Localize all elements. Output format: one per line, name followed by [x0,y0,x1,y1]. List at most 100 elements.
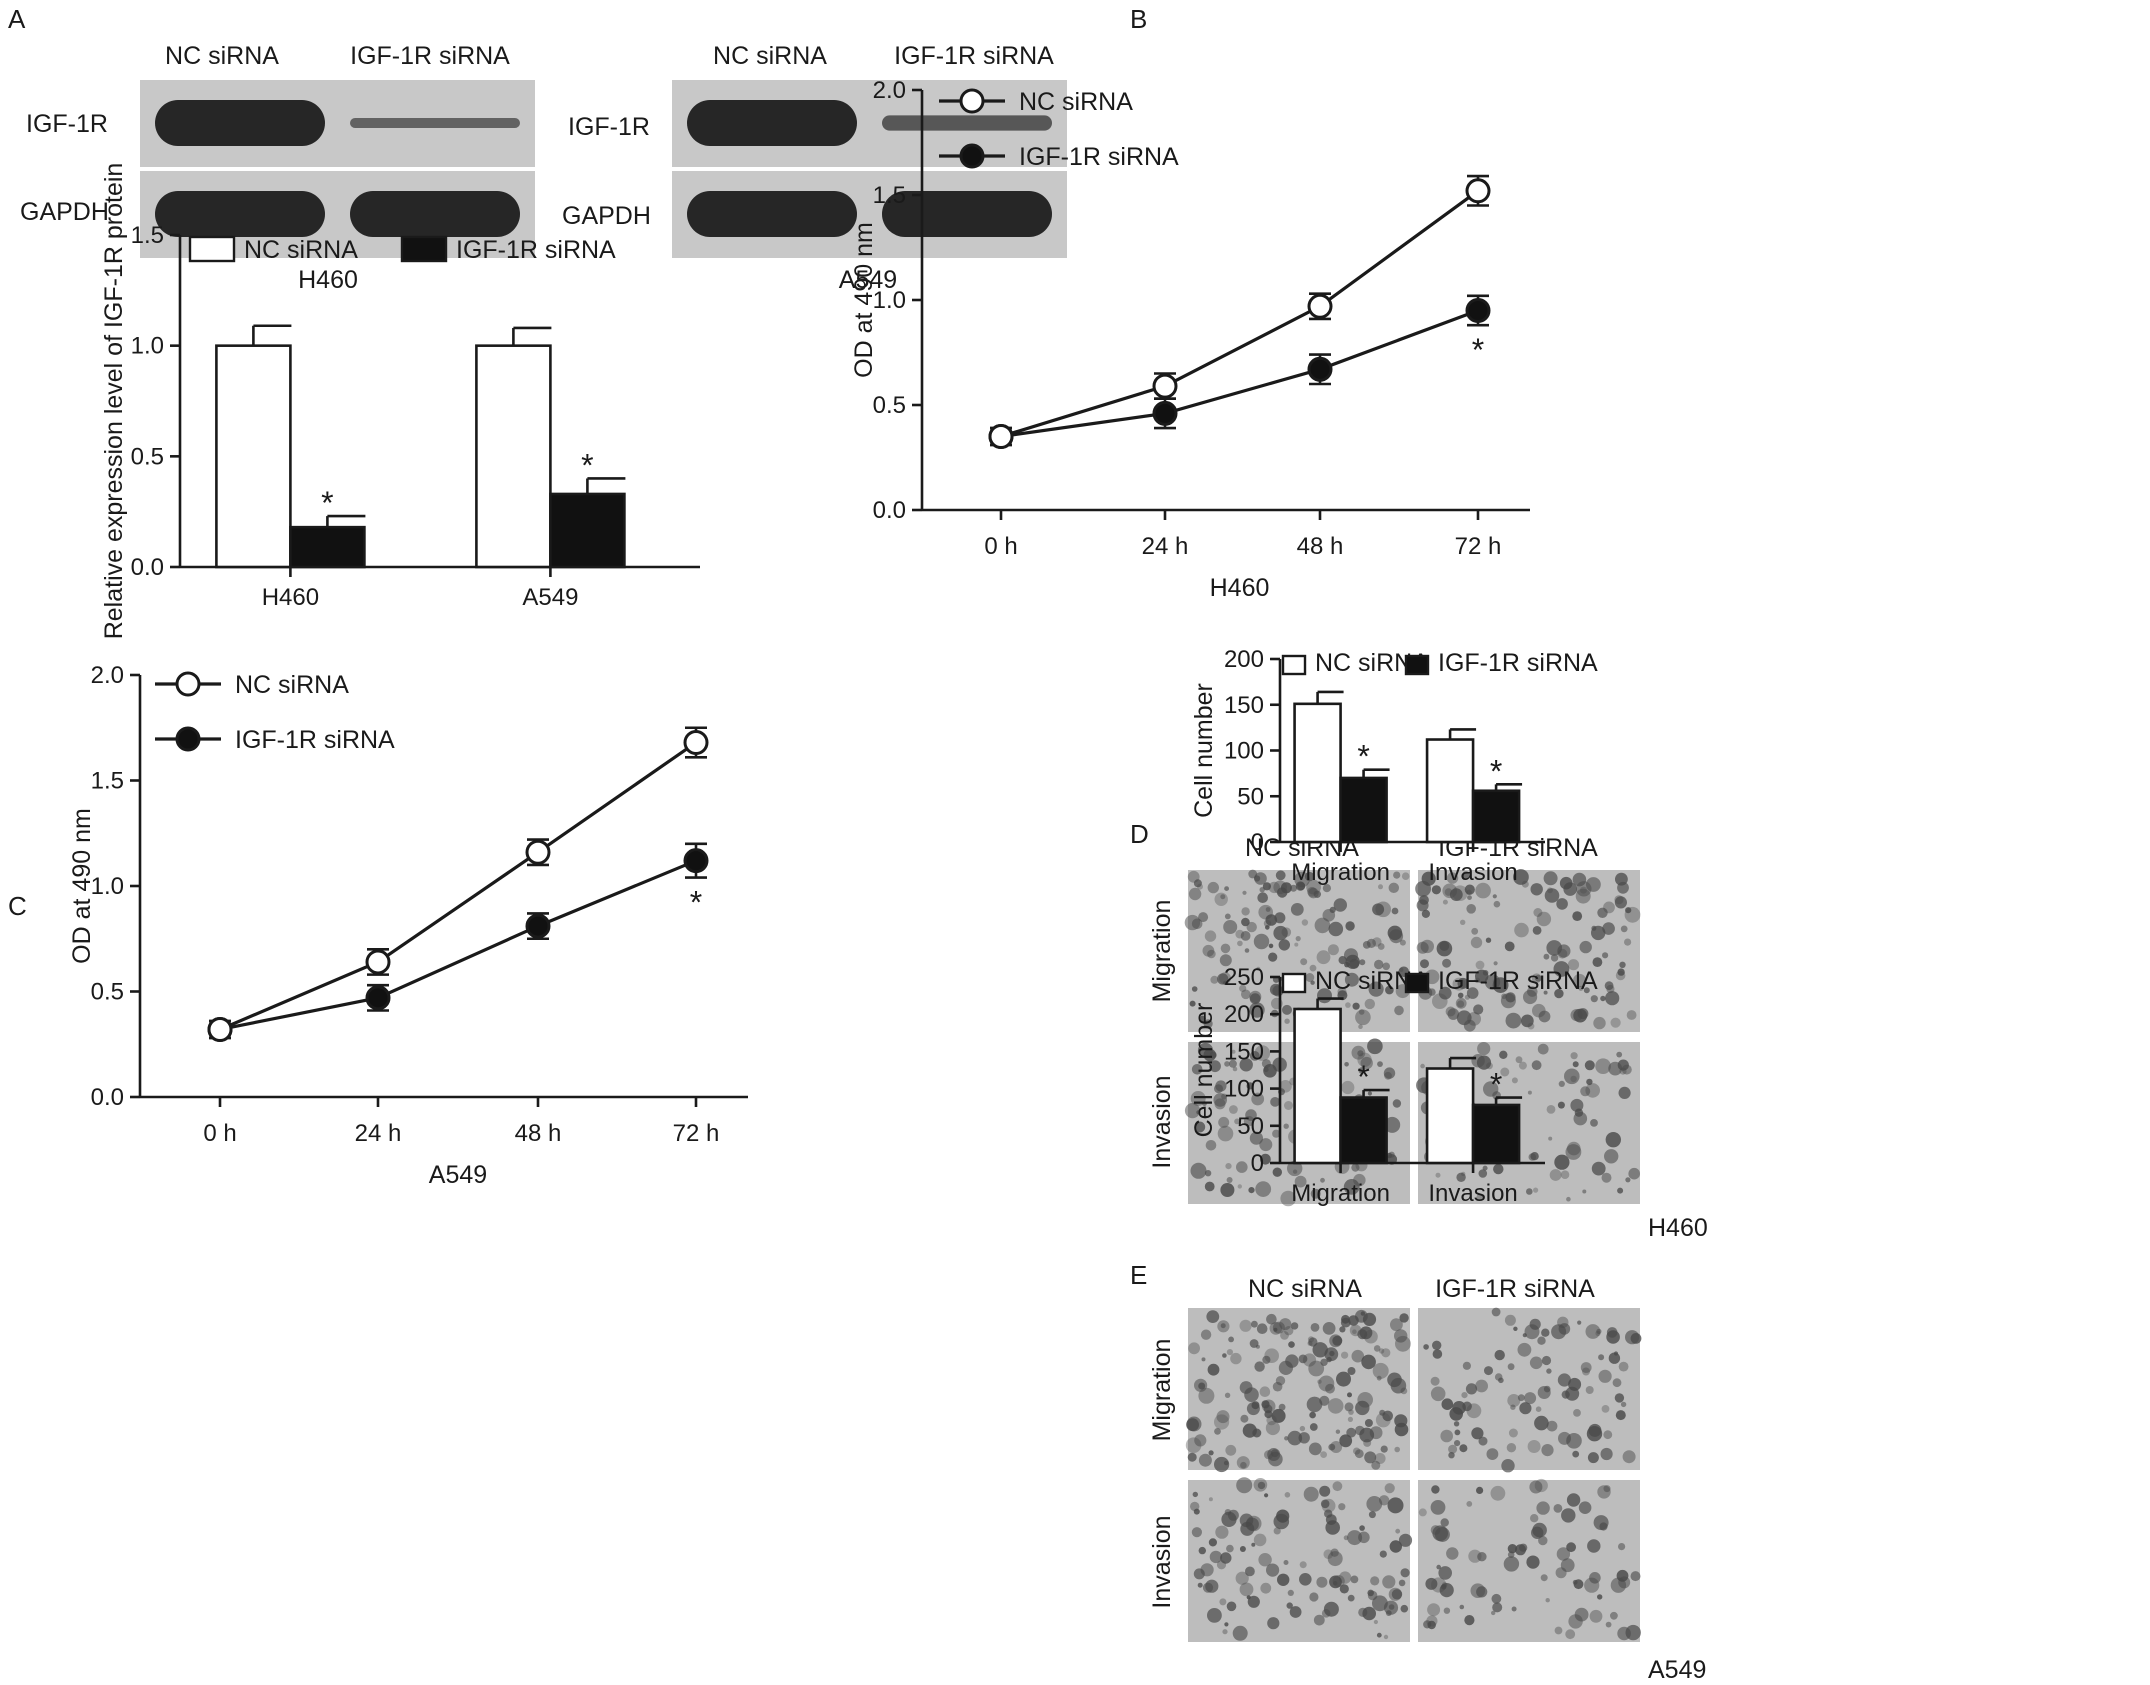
micro-e-cell [1534,1415,1549,1431]
micro-d-cell [1384,1116,1401,1133]
micro-e-cell [1216,1410,1230,1424]
micro-e-cell [1546,1420,1558,1432]
micro-e-cell [1517,1342,1532,1357]
micro-e-cell [1364,1419,1373,1427]
c-line-point-1-2 [365,949,391,975]
micro-e-r1-c1 [1188,1308,1410,1470]
micro-d-cell [1355,1009,1371,1026]
micro-e-cell [1578,1501,1592,1514]
micro-d-cell [1456,1172,1466,1183]
c-line-series-line-2 [219,859,697,1032]
micro-e-cell [1284,1436,1289,1441]
micro-e-cell [1193,1508,1200,1515]
micro-d-cell [1586,1078,1593,1086]
micro-e-cell [1364,1329,1378,1344]
blot-a549-row-label-1: IGF-1R [568,113,650,141]
micro-e-cell [1566,1493,1581,1507]
d-bar-bar-1-1 [1293,702,1342,844]
micro-e-cell [1430,1376,1440,1386]
e-bar-x-tick-label: Migration [1291,1180,1390,1207]
micro-d-cell [1520,1014,1534,1028]
chart-b-line: 0.0 0.5 1.0 1.5 2.0 OD at 490 nm 0 h 24 h 48 h 72… [850,77,1530,602]
micro-e-cell [1612,1378,1622,1388]
micro-e-cell [1325,1520,1340,1535]
micro-e-cell [1323,1601,1339,1617]
micro-d-cell [1484,974,1501,990]
micro-d-cell [1283,1123,1289,1129]
c-line-x-tick-label: 0 h [203,1120,236,1147]
micro-e-cell [1459,1604,1465,1610]
micro-e-cell [1585,1324,1601,1339]
micro-e-cell [1222,1353,1227,1358]
micro-d-cell [1199,1015,1206,1022]
micro-d-cell [1617,881,1629,894]
micro-e-cell [1285,1354,1299,1368]
micro-e-cell [1394,1422,1409,1437]
micro-d-cell [1483,1081,1499,1097]
micro-d-cell [1388,882,1400,893]
micro-d-cell [1610,1017,1621,1028]
c-line-y-tick-label: 1.0 [91,873,124,900]
micro-e-cell [1438,1566,1452,1580]
micro-d-cell [1392,1099,1402,1108]
micro-d-cell [1372,903,1385,916]
micro-d-cell [1345,1002,1351,1008]
micro-d-cell [1511,1077,1518,1084]
micro-e-cell [1510,1404,1516,1410]
micro-e-cell [1208,1538,1217,1547]
band-h460-r2-l2 [350,191,520,237]
micro-e-cell [1537,1336,1546,1345]
micro-e-cell [1370,1576,1380,1586]
micro-d-cell [1359,959,1366,966]
micro-e-cell [1327,1398,1344,1414]
micro-d-cell [1214,1084,1223,1094]
micro-e-cell [1254,1361,1265,1372]
micro-d-cell [1255,1181,1272,1197]
micro-d-cell [1337,987,1347,997]
micro-d-cell [1239,984,1247,993]
micro-d-cell [1204,1181,1215,1192]
c-line-point-1-4 [683,730,709,756]
panel-letter-e: E [1130,1260,1147,1290]
micro-d-cell [1383,1067,1396,1079]
micro-d-cell [1543,953,1550,960]
micro-e-cell [1188,1342,1200,1355]
e-bar-bar-2-1 [1339,1096,1388,1165]
b-line-point-1-4 [1465,178,1491,204]
e-bar-y-tick-label: 50 [1237,1113,1264,1140]
micro-d-cell [1236,1161,1248,1173]
micro-d-cell [1240,931,1251,941]
micro-e-cell [1299,1561,1307,1569]
b-line-y-tick-label: 2.0 [873,77,906,104]
micro-d-images [1184,869,1641,1207]
micro-e-cell [1618,1576,1631,1589]
micro-d-cell [1523,989,1538,1005]
panel-letter-c: C [8,891,27,921]
micro-d-cell [1533,1187,1539,1193]
b-line-y-axis-title: OD at 490 nm [850,222,878,378]
micro-e-cell [1299,1573,1312,1586]
micro-d-cell [1590,1119,1598,1127]
blot-a549: NC siRNA IGF-1R siRNA IGF-1R GAPDH A549 [562,42,1067,294]
micro-e-cell [1372,1595,1388,1612]
micro-d-cell [1615,970,1626,981]
micro-d-cell [1493,1163,1504,1175]
micro-e-cell [1475,1379,1488,1393]
a-bar-bar-1-1 [215,344,292,569]
micro-d-cell [1372,937,1382,947]
micro-e-cell [1220,1552,1232,1564]
micro-d-cell [1399,939,1406,946]
micro-e-cell [1582,1367,1590,1376]
micro-d-cell [1531,1060,1542,1071]
micro-e-cell [1251,1320,1258,1328]
micro-e-cell [1299,1425,1306,1432]
micro-d-cell [1265,907,1271,912]
micro-e-cell [1503,1556,1520,1572]
micro-d-cell [1536,911,1552,927]
micro-d-cell [1251,1092,1265,1106]
micro-d-cell [1573,1008,1588,1023]
e-bar-legend-label-2: IGF-1R siRNA [1438,967,1598,995]
micro-d-cell [1586,877,1601,892]
micro-d-cell [1187,870,1200,883]
